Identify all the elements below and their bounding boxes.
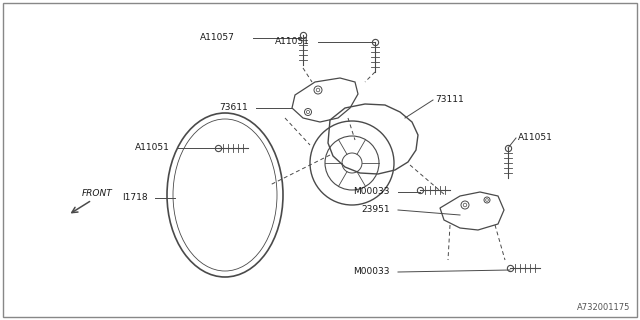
Text: 73111: 73111 (435, 95, 464, 105)
Text: 73611: 73611 (220, 103, 248, 113)
Text: 23951: 23951 (362, 205, 390, 214)
Text: I1718: I1718 (122, 194, 148, 203)
Text: A732001175: A732001175 (577, 303, 630, 312)
Text: A11051: A11051 (275, 37, 310, 46)
Text: A11057: A11057 (200, 34, 235, 43)
Text: A11051: A11051 (135, 143, 170, 153)
Text: M00033: M00033 (353, 188, 390, 196)
Text: A11051: A11051 (518, 133, 553, 142)
Text: FRONT: FRONT (82, 189, 113, 198)
Text: M00033: M00033 (353, 268, 390, 276)
